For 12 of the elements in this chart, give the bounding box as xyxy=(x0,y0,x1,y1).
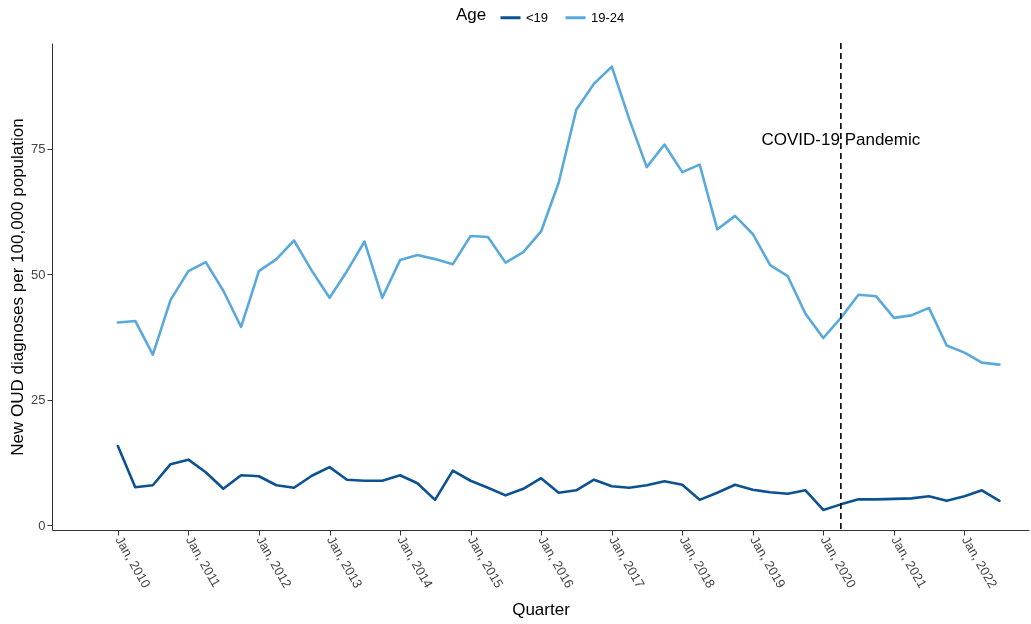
y-tick-label: 25 xyxy=(31,392,46,408)
ref-line-label: COVID-19 Pandemic xyxy=(761,130,921,149)
y-tick-label: 0 xyxy=(38,517,46,533)
line-series xyxy=(116,444,1001,512)
x-axis-title: Quarter xyxy=(512,600,571,620)
legend-title: Age xyxy=(456,5,487,24)
y-tick-label: 50 xyxy=(31,266,46,282)
y-axis-title: New OUD diagnoses per 100,000 population xyxy=(8,118,28,456)
legend-label: <19 xyxy=(526,9,549,25)
line-series xyxy=(116,65,1001,366)
y-tick-label: 75 xyxy=(31,141,46,157)
legend-label: 19-24 xyxy=(591,9,625,25)
